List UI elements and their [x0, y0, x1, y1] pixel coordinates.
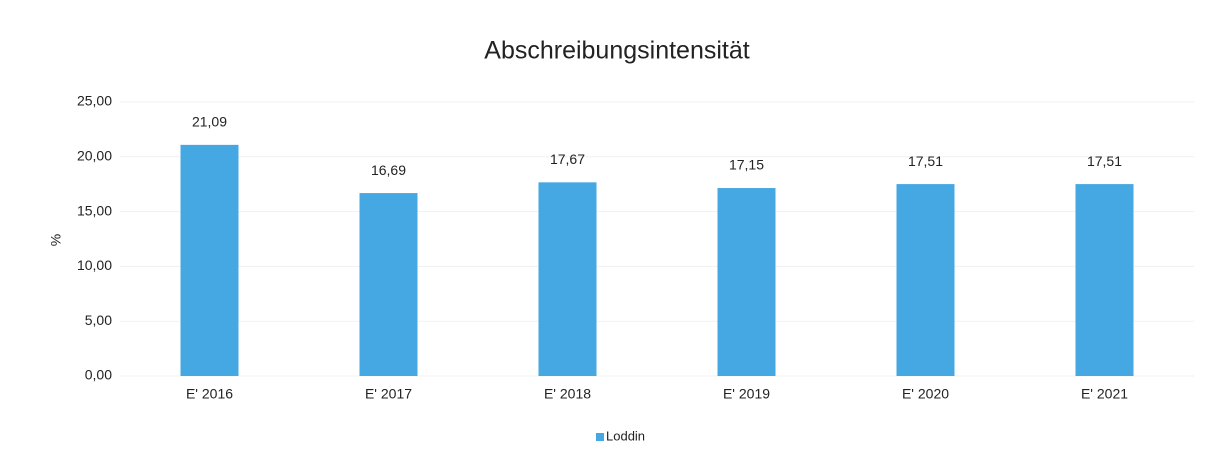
x-tick-label: E' 2016 — [186, 386, 233, 402]
data-label: 17,15 — [729, 157, 764, 173]
x-tick-label: E' 2018 — [544, 386, 591, 402]
data-label: 17,67 — [550, 151, 585, 167]
bar — [359, 193, 418, 376]
bar — [896, 184, 955, 376]
y-tick-label: 0,00 — [85, 367, 112, 383]
x-tick-label: E' 2017 — [365, 386, 412, 402]
chart-title: Abschreibungsintensität — [484, 37, 749, 65]
data-label: 21,09 — [192, 114, 227, 130]
x-tick-label: E' 2021 — [1081, 386, 1128, 402]
y-tick-label: 10,00 — [77, 257, 112, 273]
x-tick-label: E' 2019 — [723, 386, 770, 402]
y-tick-label: 25,00 — [77, 93, 112, 109]
y-tick-label: 5,00 — [85, 312, 112, 328]
legend-label: Loddin — [606, 428, 645, 443]
bar — [1075, 184, 1134, 376]
y-tick-label: 20,00 — [77, 148, 112, 164]
bar — [717, 188, 776, 376]
data-label: 17,51 — [908, 153, 943, 169]
y-axis-label: % — [48, 234, 64, 246]
y-tick-label: 15,00 — [77, 202, 112, 218]
x-tick-label: E' 2020 — [902, 386, 949, 402]
data-label: 17,51 — [1087, 153, 1122, 169]
data-label: 16,69 — [371, 162, 406, 178]
legend-swatch — [596, 433, 604, 441]
bar — [180, 144, 239, 376]
bar — [538, 182, 597, 376]
